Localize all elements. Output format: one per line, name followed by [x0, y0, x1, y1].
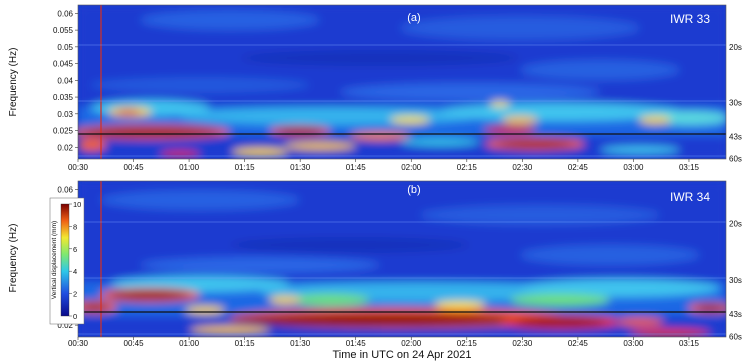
panel-b-heatmap [78, 181, 726, 337]
colorbar-tick-label: 2 [73, 290, 77, 299]
panel-b-period-label: 30s [729, 276, 742, 285]
panel-a-period-label: 20s [729, 43, 742, 52]
panel-a-x-tick-label: 01:45 [346, 163, 367, 172]
panel-a-y-tick-label: 0.06 [57, 9, 73, 18]
panel-b-period-label: 20s [729, 219, 742, 228]
panel-b-y-tick-label: 0.06 [57, 185, 73, 194]
colorbar-tick-label: 10 [73, 200, 81, 209]
colorbar: Vertical displacement (mm) 10 8 6 4 2 0 [49, 197, 85, 325]
panel-a: (a) IWR 33 Frequency (Hz) 0.06 0.055 0.05 0… [8, 4, 742, 172]
colorbar-tick-label: 4 [73, 267, 77, 276]
panel-b-period-label: 60s [729, 332, 742, 341]
panel-a-x-tick-label: 02:30 [512, 163, 533, 172]
panel-a-y-tick-label: 0.05 [57, 43, 73, 52]
panel-a-y-tick-label: 0.045 [53, 60, 74, 69]
panel-a-label: (a) [407, 12, 420, 24]
panel-a-y-tick-label: 0.035 [53, 93, 74, 102]
colorbar-label: Vertical displacement (mm) [51, 221, 58, 299]
panel-b-ylabel: Frequency (Hz) [8, 224, 19, 293]
panel-a-x-tick-label: 01:15 [235, 163, 256, 172]
panel-b-x-tick-label: 02:45 [568, 339, 589, 348]
colorbar-gradient [60, 203, 70, 317]
colorbar-tick-label: 8 [73, 222, 77, 231]
panel-b-period-label: 43s [729, 310, 742, 319]
panel-b-x-tick-label: 03:00 [623, 339, 644, 348]
panel-a-period-label: 60s [729, 154, 742, 163]
panel-a-x-tick-label: 02:15 [457, 163, 478, 172]
colorbar-tick-label: 0 [73, 312, 77, 321]
panel-a-period-label: 43s [729, 132, 742, 141]
panel-b-x-tick-label: 01:15 [235, 339, 256, 348]
panel-b-x-tick-label: 01:45 [346, 339, 367, 348]
panel-a-station: IWR 33 [670, 12, 710, 26]
colorbar-tick-label: 6 [73, 245, 77, 254]
panel-a-x-tick-label: 00:30 [68, 163, 89, 172]
panel-b-x-tick-label: 02:00 [401, 339, 422, 348]
panel-b-x-tick-label: 02:30 [512, 339, 533, 348]
panel-a-x-tick-label: 02:45 [568, 163, 589, 172]
panel-a-x-tick-label: 00:45 [124, 163, 145, 172]
panel-a-y-tick-label: 0.02 [57, 143, 73, 152]
panel-b-x-tick-label: 00:45 [124, 339, 145, 348]
panel-a-y-tick-label: 0.055 [53, 26, 74, 35]
panel-a-x-tick-label: 01:30 [290, 163, 311, 172]
panel-b-label: (b) [407, 184, 420, 196]
panel-a-frame [77, 4, 727, 160]
panel-b-x-tick-label: 03:15 [679, 339, 700, 348]
panel-a-y-tick-label: 0.04 [57, 76, 73, 85]
panel-b-x-tick-label: 00:30 [68, 339, 89, 348]
panel-b-x-tick-label: 02:15 [457, 339, 478, 348]
panel-b: (b) IWR 34 Frequency (Hz) 0.060.0550.050… [8, 180, 742, 348]
panel-a-x-tick-label: 01:00 [179, 163, 200, 172]
x-axis-label: Time in UTC on 24 Apr 2021 [333, 349, 472, 361]
panel-a-x-tick-label: 03:15 [679, 163, 700, 172]
panel-a-heatmap [78, 5, 726, 159]
panel-a-x-tick-label: 03:00 [623, 163, 644, 172]
panel-a-period-label: 30s [729, 99, 742, 108]
panel-b-x-tick-label: 01:00 [179, 339, 200, 348]
panel-a-y-tick-label: 0.025 [53, 127, 74, 136]
panel-b-y-tick-label: 0.02 [57, 321, 73, 330]
panel-a-x-tick-label: 02:00 [401, 163, 422, 172]
panel-a-y-tick-label: 0.03 [57, 110, 73, 119]
panel-b-x-tick-label: 01:30 [290, 339, 311, 348]
panel-b-station: IWR 34 [670, 190, 710, 204]
panel-a-ylabel: Frequency (Hz) [8, 48, 19, 117]
